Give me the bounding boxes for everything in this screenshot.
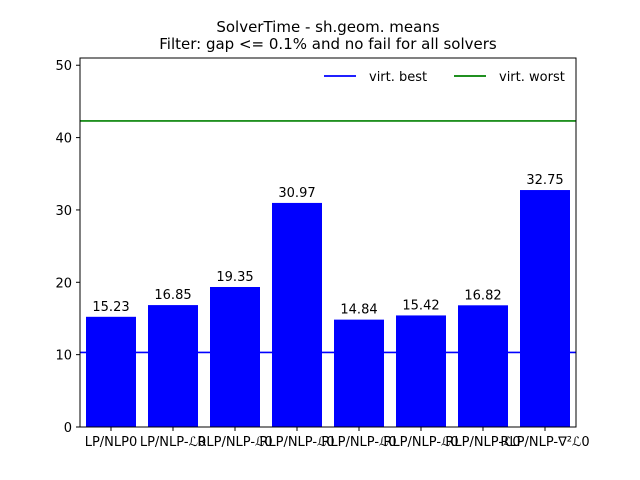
y-tick-label-40: 40 [55, 132, 72, 147]
x-tick-label-5: RLP/NLP-ℒ0 [321, 435, 396, 450]
reference-lines [80, 120, 576, 354]
y-tick-label-0: 0 [64, 421, 72, 436]
x-tick-label-4: RLP/NLP-ℒ0 [259, 435, 334, 450]
y-axis: 0 10 20 30 40 50 [55, 59, 80, 436]
legend-label-2: virt. worst [499, 70, 565, 85]
bar-5 [334, 319, 384, 427]
bar-1 [86, 316, 136, 427]
y-tick-label-50: 50 [55, 59, 72, 74]
bars-group [86, 190, 570, 427]
bar-value-label-1: 15.23 [92, 300, 129, 315]
bar-value-label-6: 15.42 [402, 298, 439, 313]
bar-value-label-4: 30.97 [278, 186, 315, 201]
chart-title: SolverTime - sh.geom. means [216, 18, 440, 36]
bar-value-label-3: 19.35 [216, 270, 253, 285]
y-tick-label-20: 20 [55, 276, 72, 291]
y-tick-label-30: 30 [55, 204, 72, 219]
bar-value-label-7: 16.82 [464, 288, 501, 303]
x-axis: LP/NLP0 LP/NLP-ℒ0RLP/NLP-ℒ0RLP/NLP-ℒ0RLP/… [85, 427, 590, 450]
chart-subtitle: Filter: gap <= 0.1% and no fail for all … [159, 35, 497, 53]
x-tick-label-8: RLP/NLP-∇²ℒ0 [500, 435, 589, 450]
legend: virt. best virt. worst [324, 70, 565, 85]
bar-value-label-8: 32.75 [526, 173, 563, 188]
bar-3 [210, 286, 260, 427]
bar-2 [148, 305, 198, 427]
y-tick-label-10: 10 [55, 349, 72, 364]
x-tick-label-3: RLP/NLP-ℒ0 [197, 435, 272, 450]
x-tick-label-7: RLP/NLP-ℒ0 [445, 435, 520, 450]
x-tick-label-6: RLP/NLP-ℒ0 [383, 435, 458, 450]
bar-value-label-2: 16.85 [154, 288, 191, 303]
plot-frame [79, 57, 577, 428]
bar-value-label-5: 14.84 [340, 303, 377, 318]
bar-value-labels: 15.23 16.85 19.35 30.97 14.84 15.42 16.82 32.75 [92, 173, 563, 318]
bar-8 [520, 190, 570, 427]
bar-4 [272, 202, 322, 427]
bar-6 [396, 315, 446, 427]
bar-7 [458, 305, 508, 427]
x-tick-label-2: LP/NLP-ℒ0 [140, 435, 206, 450]
x-tick-label-1: LP/NLP0 [85, 435, 138, 450]
legend-label-1: virt. best [369, 70, 427, 85]
